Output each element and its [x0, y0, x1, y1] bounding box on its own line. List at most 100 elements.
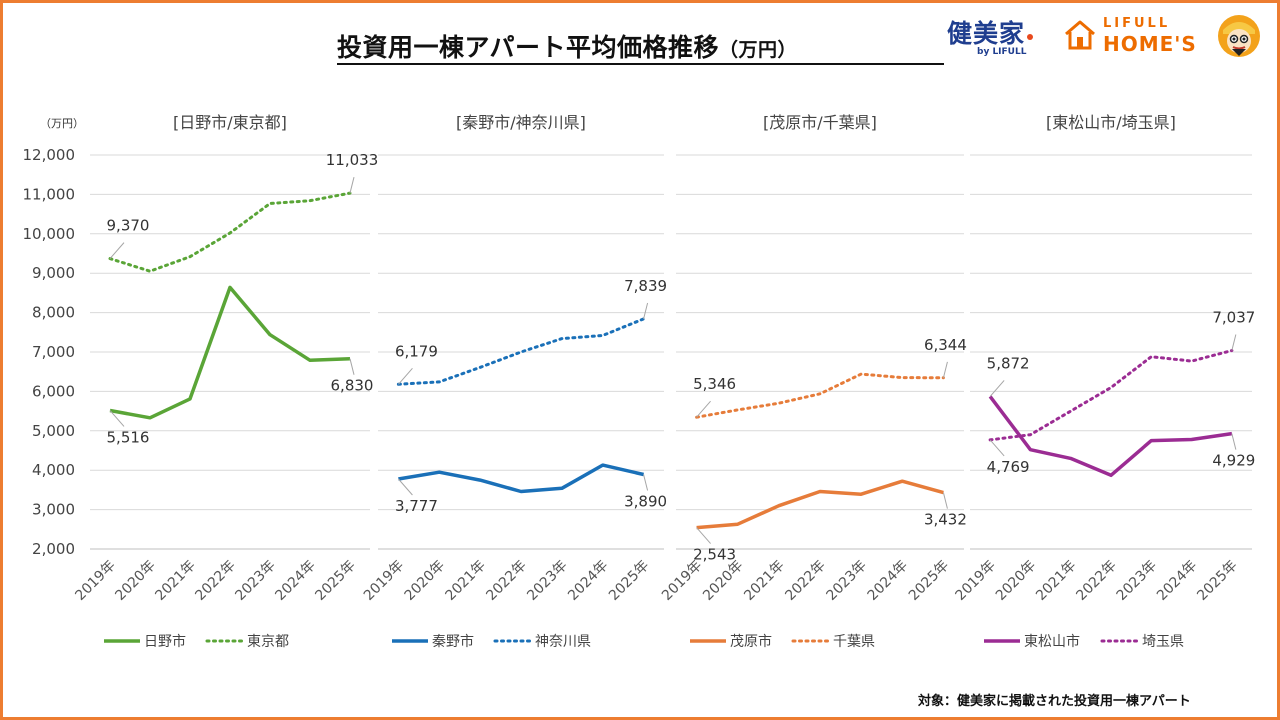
data-label-leader — [696, 527, 711, 544]
y-tick-label: 11,000 — [23, 185, 76, 203]
series-line-prefecture — [988, 349, 1234, 442]
legend-label: 埼玉県 — [1142, 634, 1184, 650]
house-icon — [1065, 20, 1095, 50]
y-tick-label: 4,000 — [32, 461, 75, 479]
x-tick-label: 2022年 — [782, 558, 828, 604]
data-label-leader — [696, 400, 711, 418]
x-tick-label: 2025年 — [312, 558, 358, 604]
x-tick-label: 2019年 — [953, 558, 999, 604]
x-tick-label: 2025年 — [906, 558, 952, 604]
legend-label: 千葉県 — [833, 634, 875, 650]
data-label: 5,346 — [693, 375, 736, 393]
data-label-leader — [1231, 433, 1237, 450]
data-label: 3,777 — [395, 497, 438, 515]
x-tick-label: 2024年 — [565, 558, 611, 604]
legend-label: 秦野市 — [432, 633, 474, 650]
lifull-logo-bottom: HOME'S — [1103, 32, 1197, 56]
data-label-leader — [398, 478, 413, 496]
kenbiya-logo-text: 健美家 — [947, 19, 1026, 48]
series-line-city — [988, 395, 1233, 478]
x-tick-label: 2021年 — [741, 558, 787, 604]
data-label-leader — [398, 368, 413, 385]
data-label: 5,516 — [107, 428, 150, 446]
data-label: 6,830 — [331, 377, 374, 395]
data-label: 7,839 — [624, 277, 667, 295]
panel-title: [東松山市/埼玉県] — [1046, 113, 1176, 132]
x-tick-label: 2024年 — [865, 558, 911, 604]
x-tick-label: 2024年 — [1154, 558, 1200, 604]
y-tick-label: 5,000 — [32, 422, 75, 440]
title-underline — [337, 63, 944, 65]
lifull-logo-top: LIFULL — [1103, 16, 1171, 31]
data-label-leader — [349, 358, 355, 375]
panel-title: [秦野市/神奈川県] — [456, 113, 586, 132]
data-label-leader — [1231, 334, 1237, 351]
kenbiya-logo-dot — [1027, 34, 1034, 40]
data-label: 4,769 — [987, 458, 1030, 476]
footnote: 対象：健美家に掲載された投資用一棟アパート — [918, 694, 1191, 709]
x-tick-label: 2019年 — [361, 558, 407, 604]
y-tick-label: 2,000 — [32, 540, 75, 558]
y-tick-label: 6,000 — [32, 382, 75, 400]
x-tick-label: 2023年 — [232, 558, 278, 604]
y-tick-label: 7,000 — [32, 343, 75, 361]
series-line-prefecture — [396, 317, 646, 386]
data-label-leader — [643, 474, 649, 491]
x-tick-label: 2022年 — [192, 558, 238, 604]
x-tick-label: 2025年 — [606, 558, 652, 604]
panel-title: [日野市/東京都] — [173, 113, 287, 132]
x-tick-label: 2019年 — [659, 558, 705, 604]
x-tick-label: 2021年 — [1033, 558, 1079, 604]
x-tick-label: 2023年 — [524, 558, 570, 604]
series-line-prefecture — [695, 372, 945, 419]
x-tick-label: 2020年 — [700, 558, 746, 604]
data-label: 6,344 — [924, 336, 967, 354]
x-tick-label: 2022年 — [483, 558, 529, 604]
data-label: 3,890 — [624, 493, 667, 511]
data-label: 4,929 — [1212, 452, 1255, 470]
x-tick-label: 2020年 — [993, 558, 1039, 604]
x-tick-label: 2020年 — [112, 558, 158, 604]
x-tick-label: 2023年 — [824, 558, 870, 604]
x-tick-label: 2019年 — [72, 558, 118, 604]
data-label-leader — [942, 361, 948, 378]
y-tick-label: 9,000 — [32, 264, 75, 282]
y-tick-label: 8,000 — [32, 304, 75, 322]
series-line-city — [696, 479, 944, 530]
legend-label: 日野市 — [144, 633, 186, 650]
lifull-homes-logo: LIFULL HOME'S — [1063, 16, 1213, 56]
series-line-city — [398, 463, 644, 494]
y-unit-label: （万円） — [40, 117, 84, 130]
data-label-leader — [109, 242, 125, 259]
panel-2: [秦野市/神奈川県] 2019年2020年2021年2022年2023年2024年… — [361, 113, 667, 650]
kenbiya-logo-sub: by LIFULL — [977, 47, 1027, 57]
series-line-city — [109, 285, 351, 420]
panel-4: [東松山市/埼玉県] 2019年2020年2021年2022年2023年2024年… — [953, 113, 1256, 650]
x-tick-label: 2020年 — [402, 558, 448, 604]
data-label: 11,033 — [326, 151, 379, 169]
y-tick-label: 12,000 — [23, 146, 76, 164]
page-title: 投資用一棟アパート平均価格推移（万円） — [337, 33, 798, 62]
x-tick-label: 2021年 — [443, 558, 489, 604]
data-label-leader — [643, 302, 649, 320]
title-unit: （万円） — [719, 39, 798, 61]
legend-label: 神奈川県 — [535, 634, 591, 650]
panel-1: [日野市/東京都] 2019年2020年2021年2022年2023年2024年2… — [72, 113, 378, 650]
x-tick-label: 2021年 — [152, 558, 198, 604]
panel-title: [茂原市/千葉県] — [763, 113, 877, 132]
data-label-leader — [109, 410, 125, 427]
x-tick-label: 2022年 — [1073, 558, 1119, 604]
kenbiya-logo: 健美家 by LIFULL — [947, 14, 1034, 57]
data-label-leader — [989, 380, 1005, 397]
y-tick-label: 3,000 — [32, 501, 75, 519]
legend-label: 茂原市 — [730, 633, 772, 650]
data-label: 6,179 — [395, 342, 438, 360]
y-tick-label: 10,000 — [23, 225, 76, 243]
data-label: 5,872 — [987, 354, 1030, 372]
data-label: 7,037 — [1212, 309, 1255, 327]
x-tick-label: 2024年 — [272, 558, 318, 604]
legend-label: 東京都 — [247, 634, 289, 650]
x-tick-label: 2025年 — [1194, 558, 1240, 604]
